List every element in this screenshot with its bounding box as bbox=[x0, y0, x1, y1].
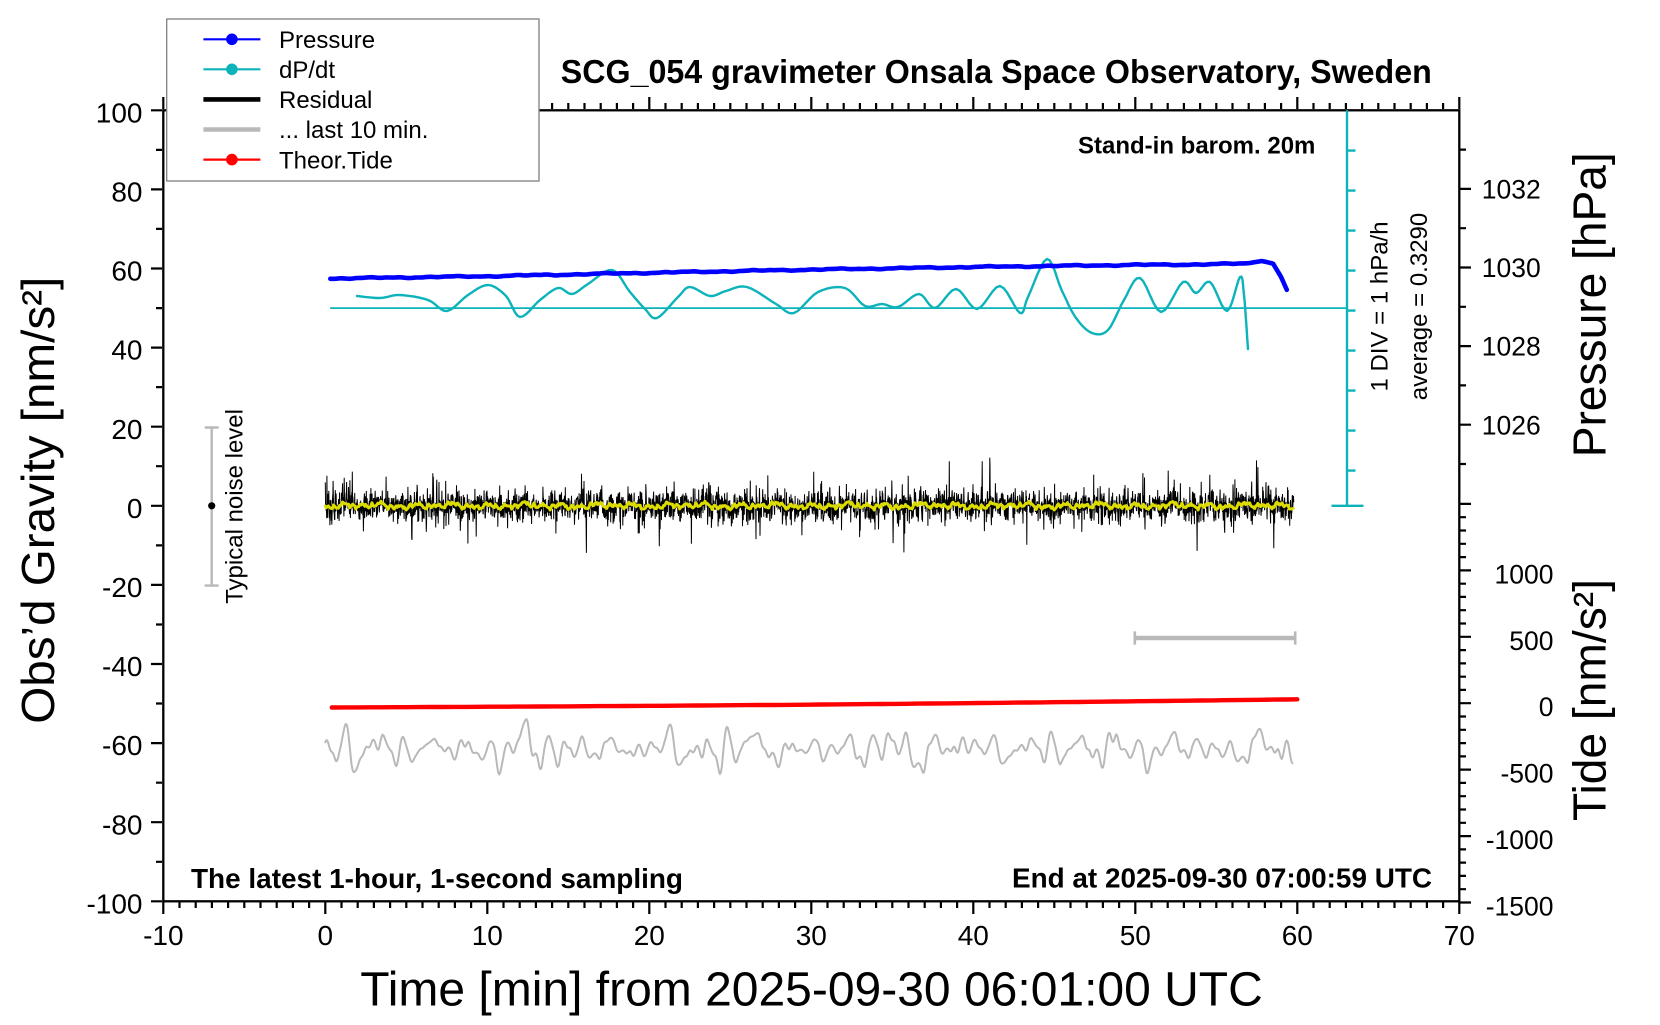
svg-text:... last 10 min.: ... last 10 min. bbox=[279, 117, 428, 144]
svg-text:40: 40 bbox=[958, 920, 989, 951]
svg-text:-20: -20 bbox=[102, 572, 142, 603]
svg-text:dP/dt: dP/dt bbox=[279, 57, 335, 84]
svg-text:1 DIV = 1 hPa/h: 1 DIV = 1 hPa/h bbox=[1366, 221, 1393, 391]
svg-text:1032: 1032 bbox=[1482, 175, 1541, 205]
svg-text:The latest 1-hour, 1-second sa: The latest 1-hour, 1-second sampling bbox=[191, 863, 683, 894]
svg-text:50: 50 bbox=[1120, 920, 1151, 951]
svg-text:-500: -500 bbox=[1500, 759, 1553, 789]
svg-text:1028: 1028 bbox=[1482, 332, 1541, 362]
svg-text:SCG_054 gravimeter Onsala Spac: SCG_054 gravimeter Onsala Space Observat… bbox=[561, 53, 1432, 90]
svg-text:Pressure: Pressure bbox=[279, 27, 375, 54]
svg-text:-1000: -1000 bbox=[1486, 825, 1554, 855]
svg-text:-100: -100 bbox=[86, 888, 142, 919]
svg-text:70: 70 bbox=[1444, 920, 1475, 951]
svg-text:40: 40 bbox=[111, 335, 142, 366]
svg-text:500: 500 bbox=[1509, 626, 1553, 656]
svg-text:End at 2025-09-30 07:00:59 UTC: End at 2025-09-30 07:00:59 UTC bbox=[1012, 863, 1432, 894]
svg-text:-60: -60 bbox=[102, 730, 142, 761]
svg-text:30: 30 bbox=[796, 920, 827, 951]
svg-text:-80: -80 bbox=[102, 809, 142, 840]
svg-text:10: 10 bbox=[472, 920, 503, 951]
svg-text:-40: -40 bbox=[102, 651, 142, 682]
svg-text:Theor.Tide: Theor.Tide bbox=[279, 147, 393, 174]
svg-text:Typical noise level: Typical noise level bbox=[222, 409, 249, 604]
svg-text:Residual: Residual bbox=[279, 87, 372, 114]
svg-text:0: 0 bbox=[318, 920, 334, 951]
svg-text:0: 0 bbox=[127, 493, 143, 524]
svg-text:60: 60 bbox=[111, 256, 142, 287]
svg-text:0: 0 bbox=[1539, 692, 1554, 722]
svg-text:60: 60 bbox=[1282, 920, 1313, 951]
svg-text:20: 20 bbox=[634, 920, 665, 951]
svg-text:Pressure [hPa]: Pressure [hPa] bbox=[1564, 152, 1616, 457]
svg-text:-1500: -1500 bbox=[1486, 892, 1554, 922]
svg-text:1000: 1000 bbox=[1495, 559, 1554, 589]
svg-text:Tide [nm/s²]: Tide [nm/s²] bbox=[1564, 579, 1616, 821]
svg-text:Obs’d Gravity [nm/s²]: Obs’d Gravity [nm/s²] bbox=[12, 277, 64, 724]
svg-text:1026: 1026 bbox=[1482, 410, 1541, 440]
svg-text:average = 0.3290: average = 0.3290 bbox=[1406, 213, 1433, 401]
svg-text:-10: -10 bbox=[143, 920, 183, 951]
svg-text:80: 80 bbox=[111, 177, 142, 208]
svg-text:Time [min] from 2025-09-30 06:: Time [min] from 2025-09-30 06:01:00 UTC bbox=[360, 964, 1263, 1017]
svg-text:100: 100 bbox=[96, 97, 143, 128]
svg-text:1030: 1030 bbox=[1482, 253, 1541, 283]
svg-text:20: 20 bbox=[111, 414, 142, 445]
svg-text:Stand-in barom. 20m: Stand-in barom. 20m bbox=[1078, 133, 1315, 160]
